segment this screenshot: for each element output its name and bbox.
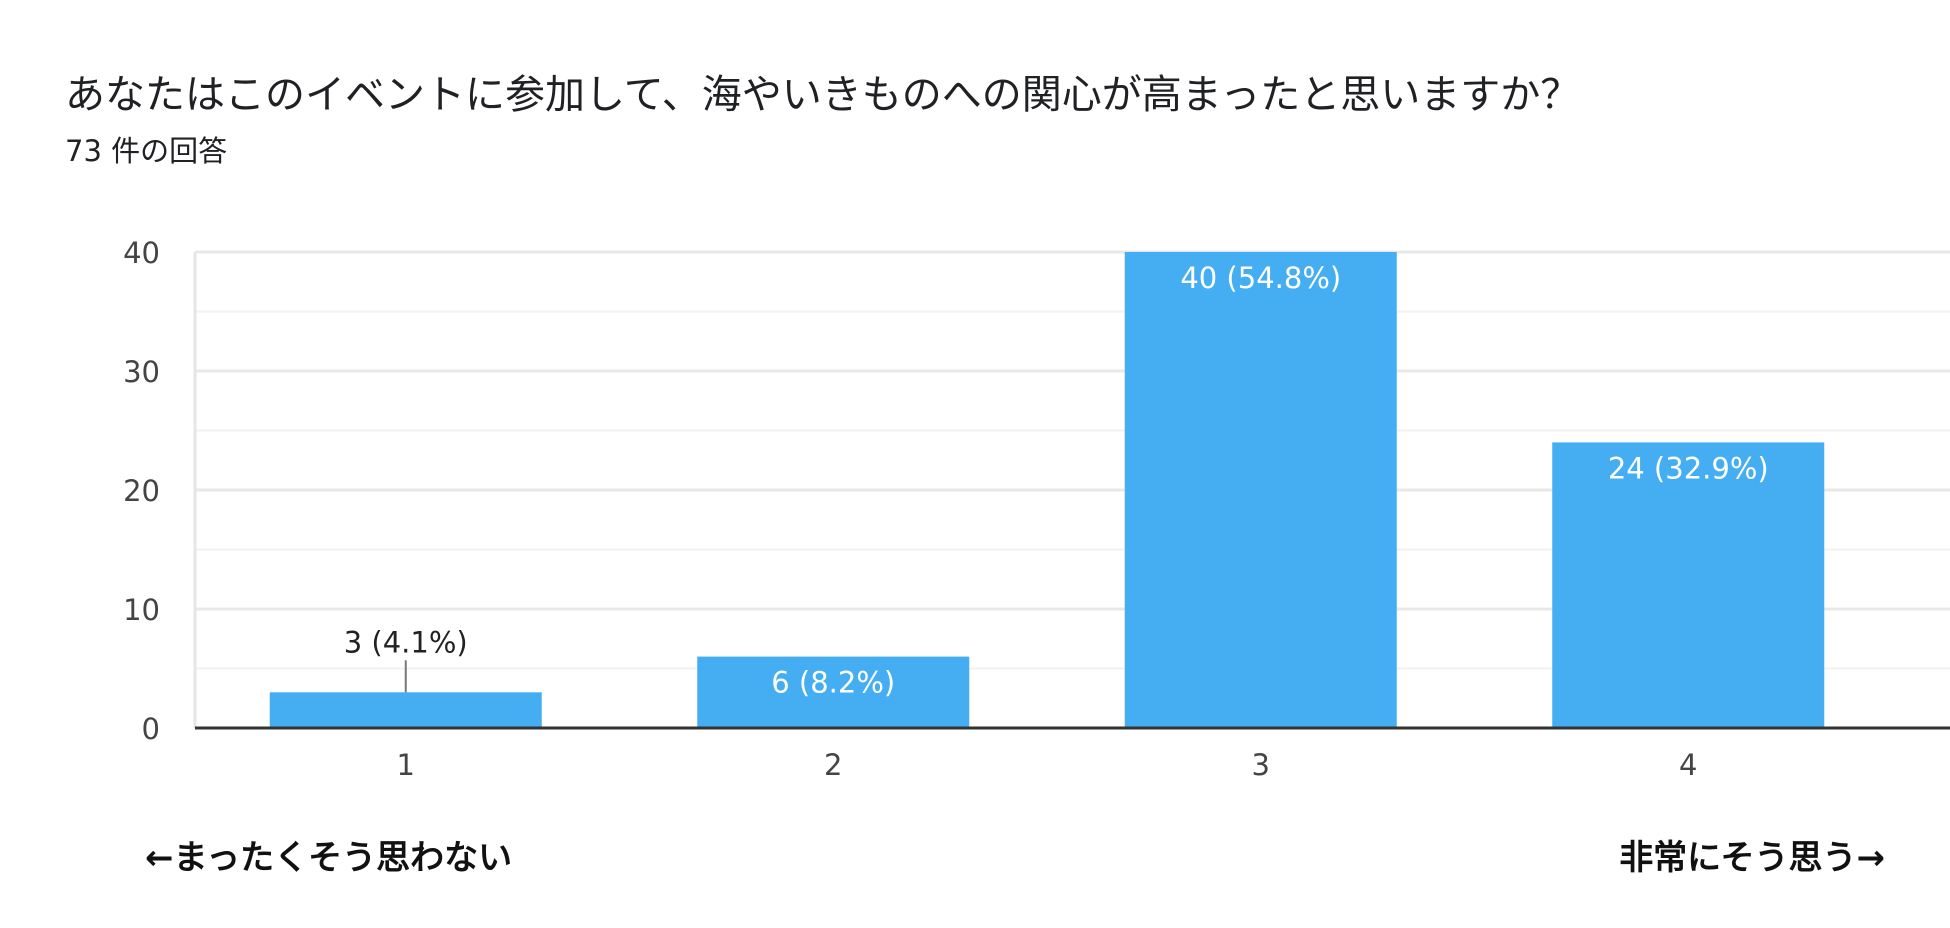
x-tick-label: 3 [1252,748,1270,782]
data-label: 6 (8.2%) [771,666,895,700]
scale-low-label: ←まったくそう思わない [145,838,513,878]
x-tick-label: 4 [1679,748,1697,782]
bar [1552,442,1825,728]
scale-high-label: 非常にそう思う→ [1619,838,1885,878]
y-tick-label: 10 [123,593,160,627]
x-tick-label: 1 [397,748,415,782]
y-tick-label: 40 [123,236,160,270]
y-tick-label: 30 [123,355,160,389]
data-label: 3 (4.1%) [344,625,468,659]
bar [697,656,970,728]
response-count: 73 件の回答 [65,134,228,168]
bar [269,692,542,728]
question-title: あなたはこのイベントに参加して、海やいきものへの関心が高まったと思いますか？ [65,72,1581,118]
data-label: 24 (32.9%) [1608,451,1769,485]
x-tick-label: 2 [824,748,842,782]
bar [1124,252,1397,728]
y-tick-label: 0 [142,712,160,746]
data-label: 40 (54.8%) [1180,261,1341,295]
y-tick-label: 20 [123,474,160,508]
